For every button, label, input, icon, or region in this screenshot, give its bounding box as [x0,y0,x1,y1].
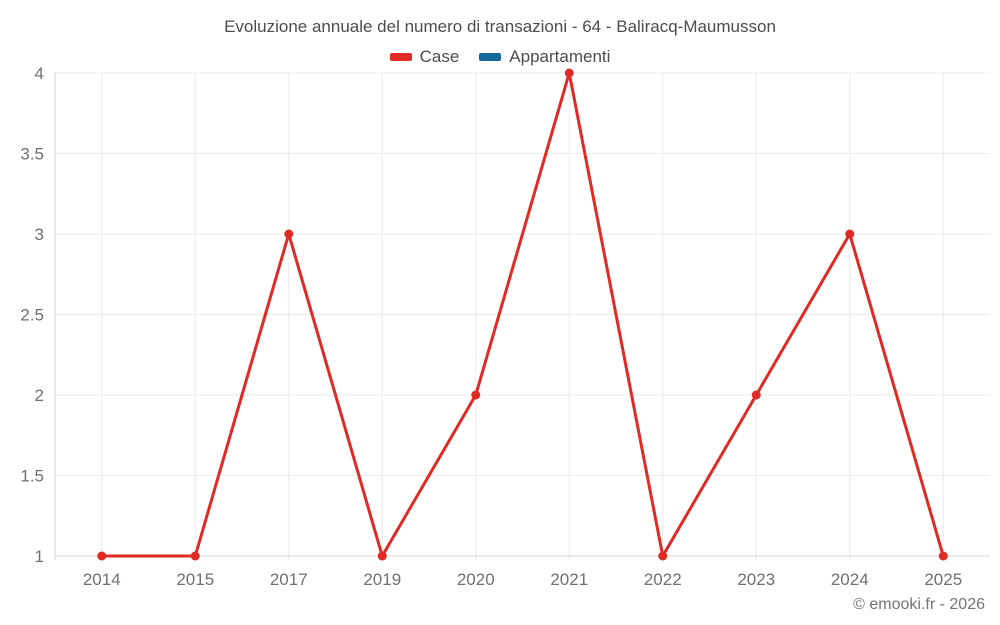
x-tick-label: 2025 [924,570,962,589]
x-tick-label: 2019 [363,570,401,589]
y-tick-label: 2 [35,386,44,405]
legend-label: Case [419,47,460,66]
case-data-point[interactable] [845,229,855,239]
case-data-point[interactable] [471,390,481,400]
legend-item-appartamenti[interactable]: Appartamenti [479,47,610,67]
case-data-point[interactable] [751,390,761,400]
case-data-point[interactable] [97,551,107,561]
x-tick-label: 2022 [644,570,682,589]
y-tick-label: 1 [35,547,44,566]
x-tick-label: 2015 [176,570,214,589]
legend-swatch-icon [389,53,412,61]
x-tick-label: 2021 [550,570,588,589]
legend-swatch-icon [479,53,502,61]
x-tick-label: 2024 [831,570,869,589]
x-tick-label: 2023 [737,570,775,589]
y-tick-label: 2.5 [20,306,44,325]
chart-title: Evoluzione annuale del numero di transaz… [224,17,776,36]
x-tick-label: 2017 [270,570,308,589]
case-data-point[interactable] [938,551,948,561]
case-data-point[interactable] [564,68,574,78]
watermark-credit: © emooki.fr - 2026 [853,596,985,613]
y-tick-label: 4 [35,64,44,83]
legend-label: Appartamenti [509,47,611,66]
case-data-point[interactable] [658,551,668,561]
legend-item-case[interactable]: Case [389,47,460,67]
case-data-point[interactable] [190,551,200,561]
case-data-point[interactable] [284,229,294,239]
x-tick-label: 2014 [83,570,121,589]
case-data-point[interactable] [377,551,387,561]
chart-legend: Case Appartamenti [0,46,1000,68]
y-tick-label: 1.5 [20,467,44,486]
y-tick-label: 3.5 [20,145,44,164]
x-tick-label: 2020 [457,570,495,589]
y-tick-label: 3 [35,225,44,244]
case-series-line [100,71,945,558]
